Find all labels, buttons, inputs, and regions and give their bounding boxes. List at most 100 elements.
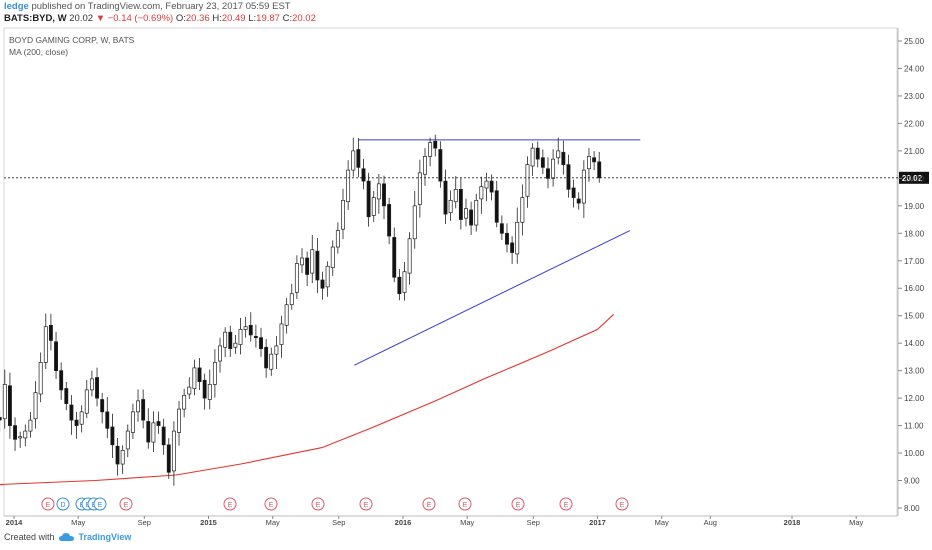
symbol: BATS:BYD, W: [4, 13, 67, 24]
last-price-line: 20.02: [4, 171, 929, 184]
candle-up: [136, 400, 140, 413]
author-name[interactable]: ledge: [4, 1, 29, 12]
candle-up: [120, 449, 125, 465]
high-value: 20.49: [221, 13, 246, 24]
candle-down: [566, 164, 571, 190]
tradingview-cloud-icon: [58, 533, 74, 541]
footer: Created with TradingView: [4, 532, 131, 542]
candle-up: [38, 362, 43, 395]
candle-down: [366, 180, 371, 218]
earnings-marker[interactable]: [41, 497, 55, 511]
price-axis[interactable]: 25.00 24.00 23.00 22.00 21.00 20.00 19.00 18.00…: [898, 37, 925, 513]
candle-down: [356, 149, 361, 168]
price-tick-label: 10.00: [904, 449, 925, 458]
event-marker-label: E: [316, 502, 321, 509]
dividend-marker[interactable]: [56, 497, 70, 511]
candle-down: [7, 385, 12, 426]
candle-up: [335, 230, 340, 248]
time-axis[interactable]: 2014 May Sep 2015 May Sep 2016 May Sep 2017 May Aug…: [4, 515, 897, 527]
candle-up: [18, 436, 23, 439]
event-marker-label: E: [98, 502, 103, 509]
candle-down: [361, 168, 366, 182]
candle-up: [346, 169, 351, 203]
candle-up: [207, 384, 212, 400]
earnings-marker[interactable]: [264, 497, 278, 511]
close-label: C:: [282, 13, 293, 24]
earnings-marker[interactable]: [359, 497, 373, 511]
support-trendline[interactable]: [354, 230, 631, 366]
candle-up: [587, 156, 591, 170]
candle-down: [202, 379, 207, 399]
candle-down: [597, 161, 602, 179]
time-tick-label: Sep: [332, 518, 345, 527]
candle-up: [310, 249, 315, 274]
earnings-marker[interactable]: [119, 497, 133, 511]
plot-frame: [3, 27, 898, 517]
candle-up: [423, 156, 427, 175]
candle-up: [243, 326, 248, 330]
earnings-marker[interactable]: [223, 497, 237, 511]
time-tick-label: Aug: [704, 518, 717, 527]
candle-down: [499, 223, 504, 234]
candle-up: [300, 257, 304, 266]
candle-down: [13, 425, 17, 440]
time-tick-label: Sep: [138, 518, 151, 527]
candle-up: [412, 205, 417, 240]
event-marker-label: E: [463, 502, 468, 509]
indicator-legend[interactable]: MA (200, close): [9, 47, 69, 57]
candle-up: [269, 353, 274, 370]
price-tick-label: 25.00: [904, 37, 925, 46]
candle-up: [125, 430, 130, 450]
last-price-tag-label: 20.02: [902, 174, 923, 183]
candle-down: [253, 335, 258, 339]
candle-down: [392, 237, 397, 278]
candle-up: [428, 142, 433, 157]
candle-up: [182, 395, 187, 410]
price-tick-label: 20.00: [904, 174, 925, 183]
time-tick-label: May: [460, 518, 474, 527]
candle-down: [228, 331, 233, 350]
candle-down: [69, 404, 74, 421]
tradingview-brand[interactable]: TradingView: [78, 532, 132, 542]
candle-up: [177, 408, 181, 433]
time-tick-label: May: [849, 518, 863, 527]
earnings-marker[interactable]: [311, 497, 325, 511]
low-value: 19.87: [256, 13, 280, 24]
candle-up: [43, 326, 48, 363]
trendlines: [354, 139, 641, 366]
candle-down: [48, 324, 53, 341]
price-tick-label: 12.00: [904, 394, 925, 403]
candle-up: [171, 430, 176, 472]
time-tick-label: 2017: [589, 518, 606, 527]
candle-up: [520, 197, 525, 223]
chart-grid: [3, 27, 899, 517]
candle-up: [2, 384, 7, 420]
candle-up: [376, 183, 381, 200]
earnings-marker[interactable]: [422, 497, 436, 511]
candle-up: [371, 197, 376, 216]
candle-up: [89, 378, 94, 391]
earnings-marker[interactable]: [615, 497, 629, 511]
candle-down: [535, 147, 540, 160]
event-marker-label: D: [60, 502, 65, 509]
earnings-marker[interactable]: [93, 497, 107, 511]
candle-up: [233, 342, 238, 348]
earnings-marker[interactable]: [511, 497, 525, 511]
candle-up: [238, 329, 243, 345]
earnings-event-markers[interactable]: EDEEEEEEEEEEEEEE: [41, 497, 629, 511]
time-tick-label: May: [71, 518, 85, 527]
price-tick-label: 23.00: [904, 92, 925, 101]
candle-down: [95, 377, 99, 399]
low-label: L:: [248, 13, 257, 24]
event-marker-label: E: [46, 502, 51, 509]
earnings-marker[interactable]: [559, 497, 573, 511]
candle-up: [530, 147, 535, 167]
price-tick-label: 8.00: [904, 504, 920, 513]
candle-down: [469, 209, 474, 226]
price-tick-label: 15.00: [904, 312, 925, 321]
time-tick-label: May: [266, 518, 280, 527]
earnings-marker[interactable]: [458, 497, 472, 511]
published-text: published on TradingView.com, February 2…: [28, 1, 291, 12]
chart-title[interactable]: BOYD GAMING CORP, W, BATS: [9, 35, 135, 45]
